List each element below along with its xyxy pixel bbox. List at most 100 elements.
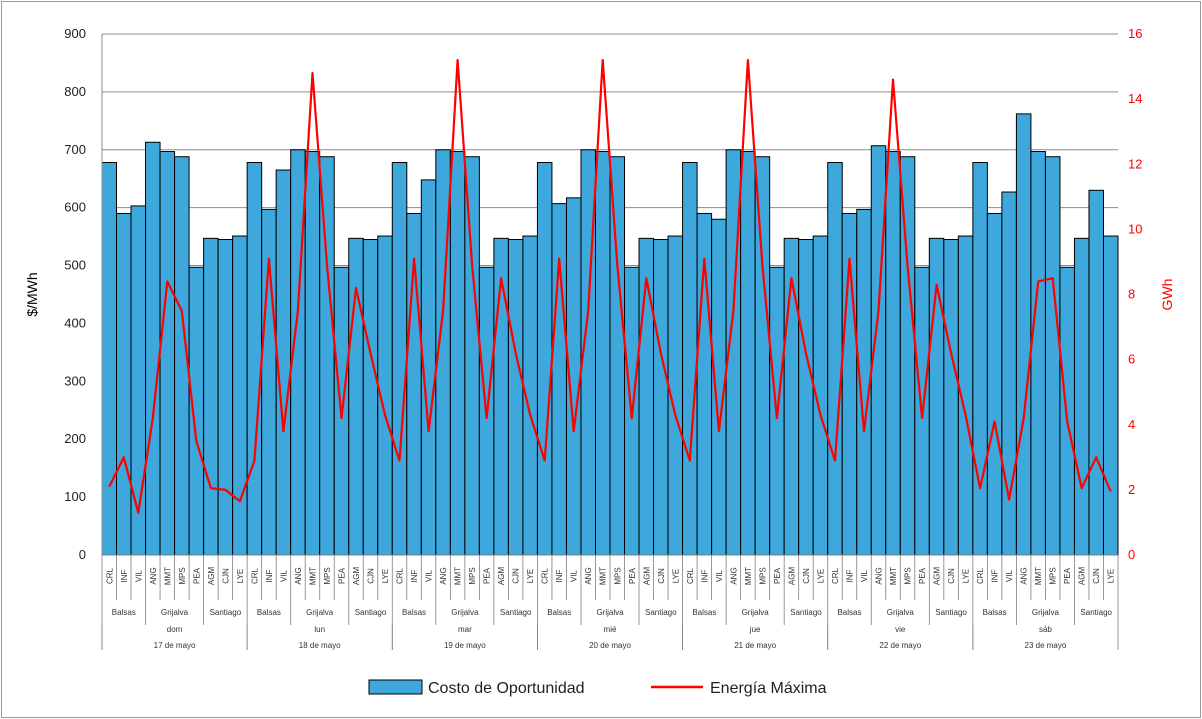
category-label: CRL [976,567,985,584]
y-right-tick-label: 14 [1128,91,1142,106]
category-label: MMT [308,567,317,585]
bar [362,239,379,556]
bar [304,151,321,556]
bar [203,237,219,556]
y-right-tick-label: 8 [1128,287,1135,302]
category-label: MPS [178,567,187,584]
bar [740,151,756,556]
bar [391,162,408,556]
category-label: CRL [541,567,550,584]
group-label: Santiago [935,608,967,617]
group-label: Santiago [645,608,677,617]
series-line-energia-maxima [108,58,1112,514]
category-label: MPS [323,567,332,584]
category-label: PEA [773,567,782,584]
y-left-tick-label: 700 [64,142,86,157]
group-label: Grijalva [161,608,189,617]
bar [609,156,626,556]
category-label: AGM [1078,567,1087,586]
group-label: Balsas [112,608,136,617]
bar [653,239,669,556]
y-left-tick-label: 0 [79,547,86,562]
group-label: Grijalva [596,608,624,617]
legend-swatch-costo [368,679,423,695]
group-label: Grijalva [451,608,479,617]
group-label: Grijalva [742,608,770,617]
category-label: MMT [163,567,172,585]
category-label: CJN [802,568,811,584]
category-label: AGM [497,567,506,586]
group-label: Balsas [983,608,1007,617]
category-label: MPS [758,567,767,584]
group-label: Grijalva [306,608,334,617]
y-left-tick-label: 300 [64,373,86,388]
category-label: LYE [381,569,390,584]
group-label: Grijalva [1032,608,1060,617]
category-label: LYE [816,569,825,584]
group-label: Balsas [837,608,861,617]
bar [232,235,248,556]
y-left-tick-label: 800 [64,84,86,99]
group-label: Santiago [790,608,822,617]
category-label: AGM [352,567,361,586]
category-label: LYE [671,569,680,584]
category-label: AGM [787,567,796,586]
category-label: CJN [657,568,666,584]
y-right-tick-label: 10 [1128,221,1142,236]
category-label: LYE [1107,569,1116,584]
category-label: MPS [613,567,622,584]
bar [188,266,205,556]
category-label: LYE [962,569,971,584]
category-label: VIL [860,569,869,582]
category-label: ANG [294,567,303,584]
category-label: CRL [250,567,259,584]
y-left-tick-label: 100 [64,489,86,504]
category-label: VIL [570,569,579,582]
group-label: Santiago [500,608,532,617]
category-label: LYE [236,569,245,584]
group-label: Balsas [547,608,571,617]
category-label: PEA [483,567,492,584]
category-label: PEA [918,567,927,584]
bar [1015,113,1032,556]
category-label: VIL [279,569,288,582]
category-label: ANG [1020,567,1029,584]
bar [1030,151,1046,556]
category-label: INF [120,569,129,582]
category-label: CJN [947,568,956,584]
bar [217,239,234,556]
category-label: INF [265,569,274,582]
y-right-tick-label: 16 [1128,26,1142,41]
bar [594,151,611,556]
category-label: ANG [584,567,593,584]
category-label: ANG [439,567,448,584]
y-right-tick-label: 0 [1128,547,1135,562]
category-label: AGM [642,567,651,586]
bar [507,239,524,556]
legend-label-energia: Energía Máxima [710,680,827,697]
date-label: 17 de mayo [154,641,196,650]
category-label: CRL [105,567,114,584]
day-label: lun [314,625,325,634]
category-label: AGM [933,567,942,586]
bar [899,156,916,556]
bar [551,203,567,556]
category-label: AGM [207,567,216,586]
bar [159,151,176,556]
group-label: Balsas [692,608,716,617]
y-right-tick-label: 4 [1128,417,1135,432]
bar [827,162,843,556]
bar [1044,156,1061,556]
group-label: Balsas [257,608,281,617]
date-label: 22 de mayo [879,641,921,650]
category-label: INF [700,569,709,582]
category-label: CRL [396,567,405,584]
group-label: Grijalva [887,608,915,617]
bar [116,212,132,556]
day-label: sáb [1039,625,1052,634]
category-label: INF [845,569,854,582]
bar [536,162,553,556]
bar [1088,189,1104,556]
group-label: Santiago [210,608,242,617]
date-label: 20 de mayo [589,641,631,650]
